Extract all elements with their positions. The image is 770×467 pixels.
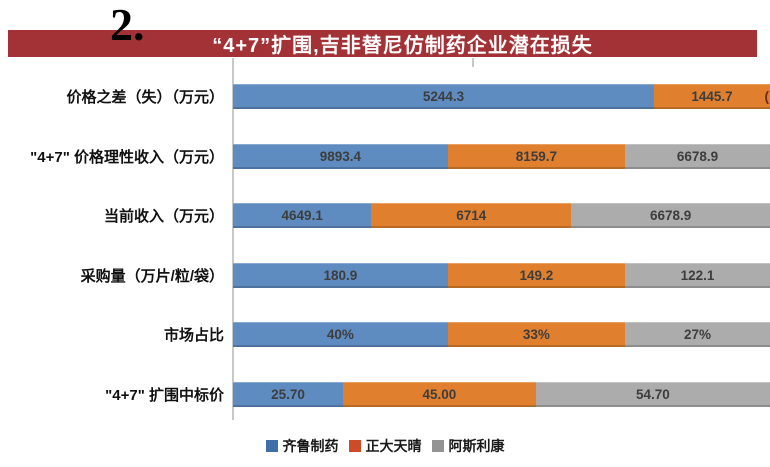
bar-segment: 40% [233, 322, 448, 347]
data-label: 149.2 [519, 268, 554, 283]
category-label: "4+7" 价格理性收入（万元） [30, 149, 224, 166]
chart-row: 价格之差（失）（万元） 5244.3 1445.7 ( [0, 84, 770, 109]
chart-row: 采购量（万片/粒/袋） 180.9 149.2 122.1 [0, 263, 770, 288]
bar-segment: 6678.9 [571, 203, 770, 228]
legend-label: 正大天晴 [365, 438, 422, 454]
bar-segment: 122.1 [624, 263, 770, 288]
y-axis-line [232, 58, 234, 420]
chart-row: 市场占比 40% 33% 27% [0, 322, 770, 347]
bar-segment: 8159.7 [447, 144, 625, 169]
data-label: 6714 [456, 208, 487, 223]
legend-swatch-icon [348, 440, 361, 452]
bar-segment: 9893.4 [233, 144, 448, 169]
data-label: 6678.9 [676, 149, 719, 164]
chart-row: 当前收入（万元） 4649.1 6714 6678.9 [0, 203, 770, 228]
data-label: 33% [522, 327, 550, 342]
bar-segment: 54.70 [535, 382, 770, 407]
section-index: 2. [110, 0, 145, 50]
data-label: 1445.7 [691, 89, 733, 104]
legend-swatch-icon [431, 440, 444, 452]
chart-row: "4+7" 扩围中标价 25.70 45.00 54.70 [0, 382, 770, 407]
category-label: 当前收入（万元） [103, 208, 224, 225]
data-label: 45.00 [422, 387, 457, 402]
data-label: 122.1 [680, 268, 715, 283]
bar-segment: 6714 [371, 203, 572, 228]
bar-segment: 5244.3 [233, 84, 654, 109]
data-label: 27% [683, 327, 711, 342]
category-label: 价格之差（失）（万元） [66, 89, 224, 106]
category-label: "4+7" 扩围中标价 [105, 387, 224, 404]
bar-track: 9893.4 8159.7 6678.9 [233, 144, 770, 169]
legend-label: 齐鲁制药 [282, 438, 339, 454]
data-label: 8159.7 [515, 149, 558, 164]
data-label: 9893.4 [319, 149, 362, 164]
bar-track: 4649.1 6714 6678.9 [233, 203, 770, 228]
legend-label: 阿斯利康 [448, 438, 505, 454]
bar-segment: 1445.7 [653, 84, 770, 109]
data-label: 5244.3 [422, 89, 465, 104]
bar-segment: 45.00 [343, 382, 536, 407]
bar-segment: 6678.9 [624, 144, 770, 169]
legend-item: 齐鲁制药 [265, 436, 339, 456]
data-label: 25.70 [271, 387, 305, 402]
legend-swatch-icon [265, 440, 278, 452]
legend-item: 阿斯利康 [431, 436, 505, 456]
chart-legend: 齐鲁制药 正大天晴 阿斯利康 [0, 436, 770, 456]
bar-segment: 27% [625, 322, 770, 347]
bar-segment: 25.70 [233, 382, 344, 407]
page-title: “4+7”扩围,吉非替尼仿制药企业潜在损失 [212, 35, 593, 57]
bar-segment: 149.2 [447, 263, 625, 288]
bar-track: 25.70 45.00 54.70 [233, 382, 770, 407]
title-bar: “4+7”扩围,吉非替尼仿制药企业潜在损失 [8, 30, 757, 57]
bar-segment: 4649.1 [233, 203, 372, 228]
bar-track: 40% 33% 27% [233, 322, 770, 347]
chart-row: "4+7" 价格理性收入（万元） 9893.4 8159.7 6678.9 [0, 144, 770, 169]
bar-track: 5244.3 1445.7 ( [233, 84, 770, 109]
category-label: 市场占比 [163, 327, 224, 344]
data-label: 6678.9 [649, 208, 692, 223]
data-label: 54.70 [635, 387, 670, 402]
legend-item: 正大天晴 [348, 436, 422, 456]
bar-track: 180.9 149.2 122.1 [233, 263, 770, 288]
data-label: 40% [326, 327, 354, 342]
clipped-data-label: ( [764, 89, 770, 104]
bar-segment: 33% [447, 322, 625, 347]
gridline-tick [472, 58, 474, 67]
data-label: 180.9 [323, 268, 358, 283]
category-label: 采购量（万片/粒/袋） [80, 268, 224, 285]
bar-segment: 180.9 [233, 263, 448, 288]
data-label: 4649.1 [281, 208, 323, 223]
